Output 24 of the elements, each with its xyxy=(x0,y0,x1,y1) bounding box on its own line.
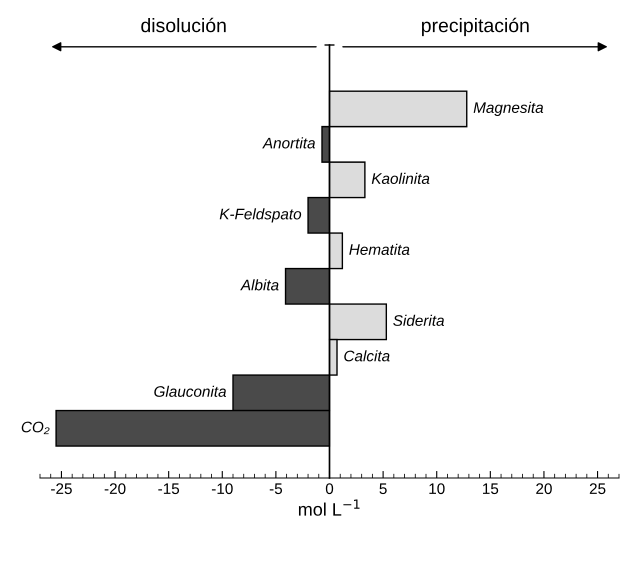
y-tick-label: Siderita xyxy=(393,314,444,326)
y-tick-label: Anortita xyxy=(262,137,316,148)
y-tick-label: Magnesita xyxy=(474,102,544,116)
y-tick-label: Kaolinita xyxy=(372,172,430,184)
x-tick-label: -20 xyxy=(104,483,126,494)
y-tick-label: Calcita xyxy=(344,350,390,362)
x-tick-label: 5 xyxy=(379,483,387,494)
y-tick-label: Albita xyxy=(240,279,279,290)
y-tick-label: CO₂ xyxy=(22,422,50,434)
y-tick-label: Glauconita xyxy=(154,386,226,397)
x-tick-label: 20 xyxy=(536,483,552,494)
x-tick-label: -25 xyxy=(51,483,72,494)
x-tick-label: 15 xyxy=(483,483,498,494)
x-tick-label: 25 xyxy=(590,483,606,494)
x-tick-label: -10 xyxy=(212,483,233,494)
text: disolución xyxy=(141,18,226,32)
y-tick-label: K-Feldspato xyxy=(220,208,302,222)
y-tick-label: Hematita xyxy=(349,244,410,255)
x-tick-label: -5 xyxy=(270,483,282,494)
x-tick-label: 0 xyxy=(326,483,334,494)
x-tick-label: 10 xyxy=(429,483,445,494)
text: precipitación xyxy=(422,18,529,36)
x-axis-title: mol L$^{−1}$ xyxy=(298,499,360,516)
x-tick-label: -15 xyxy=(158,483,180,494)
